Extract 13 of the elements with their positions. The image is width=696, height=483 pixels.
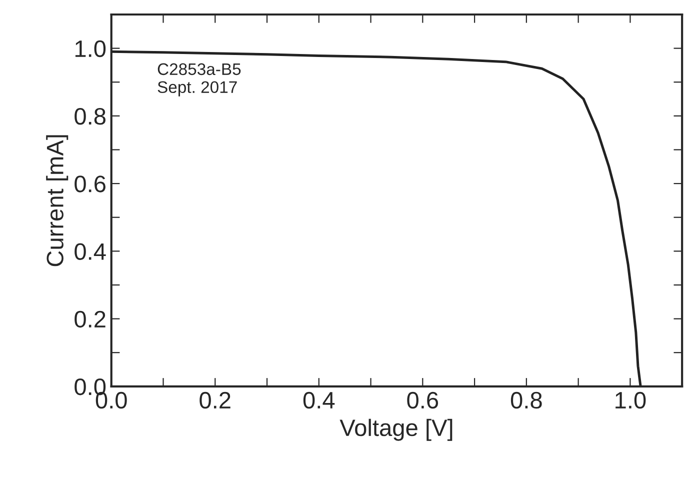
x-tick-label: 0.4 (303, 392, 335, 409)
y-tick-label: 0.6 (74, 176, 106, 192)
annotation: C2853a-B5 Sept. 2017 (158, 63, 241, 96)
x-tick-label: 0.2 (200, 392, 230, 409)
y-axis-title: Current [mA] (46, 135, 68, 266)
y-tick-label: 0.2 (74, 310, 106, 328)
x-tick-label: 1.0 (616, 392, 646, 409)
y-tick-label: 0.8 (74, 108, 106, 125)
y-tick-label: 0.4 (74, 243, 106, 260)
y-tick-label: 1.0 (75, 40, 106, 58)
x-axis-title: Voltage [V] (340, 418, 452, 441)
x-tick-label: 0.6 (407, 392, 438, 409)
x-tick-label: 0.8 (510, 392, 542, 409)
